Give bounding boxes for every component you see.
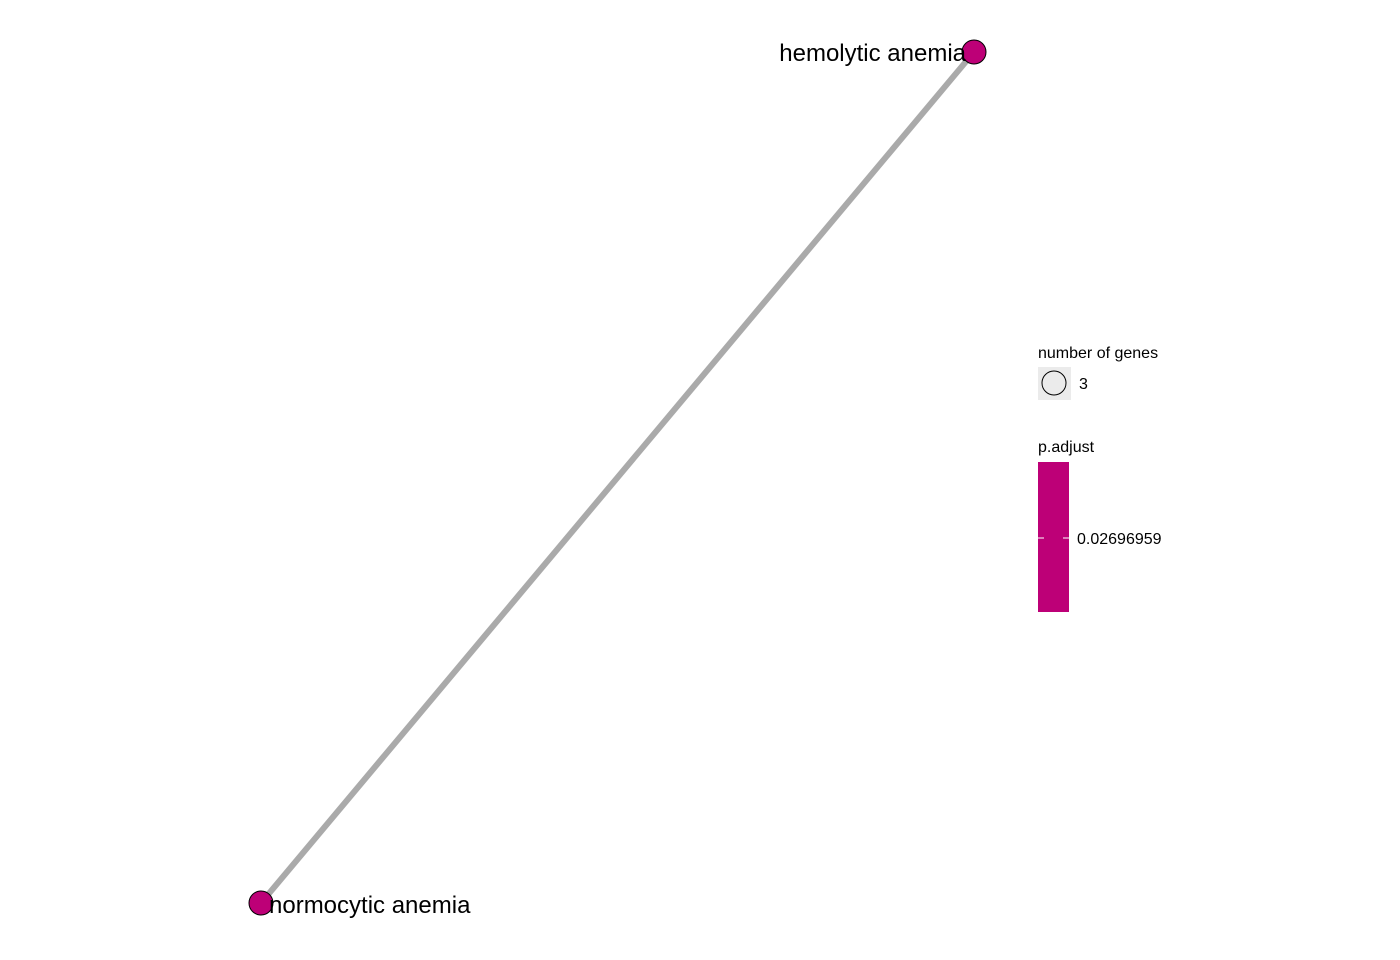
node-label-hemolytic-anemia: hemolytic anemia xyxy=(779,40,966,67)
network-edge xyxy=(258,50,977,905)
legend-size-title: number of genes xyxy=(1038,345,1158,362)
legend-color-bar-label: 0.02696959 xyxy=(1077,531,1162,548)
labels-layer: hemolytic anemia normocytic anemia xyxy=(269,40,967,919)
node-label-normocytic-anemia: normocytic anemia xyxy=(269,892,471,919)
legend-size-key-circle xyxy=(1041,370,1067,396)
nodes-layer xyxy=(248,39,987,916)
node-hemolytic-anemia xyxy=(961,39,987,65)
legend-color-title: p.adjust xyxy=(1038,439,1095,456)
node-normocytic-anemia xyxy=(248,890,274,916)
edges-layer xyxy=(258,50,977,905)
legend: number of genes 3 p.adjust 0.02696959 xyxy=(1038,345,1162,612)
legend-size-key-label: 3 xyxy=(1079,376,1088,393)
legend-color-bar xyxy=(1038,462,1069,612)
